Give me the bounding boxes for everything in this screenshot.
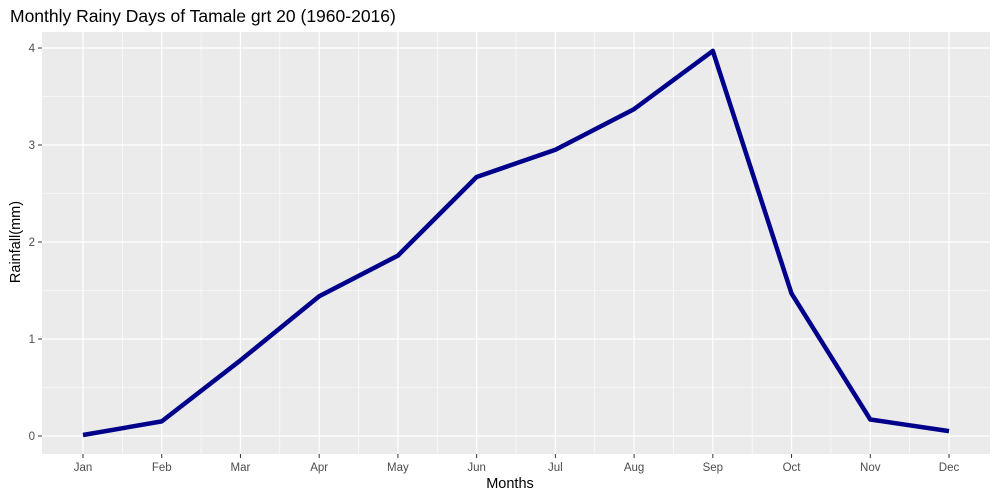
x-tick-label: Nov (860, 462, 881, 474)
major-gridlines (42, 32, 990, 454)
x-tick-label: Aug (624, 462, 644, 474)
y-tick-label: 0 (29, 431, 35, 443)
y-axis: 0 1 2 3 4 (29, 43, 42, 443)
x-tick-label: Feb (152, 462, 172, 474)
series-line (82, 48, 950, 438)
x-tick-label: Dec (939, 462, 960, 474)
y-tick-label: 1 (29, 334, 35, 346)
x-tick-label: Sep (703, 462, 723, 474)
x-axis-title: Months (486, 476, 534, 492)
x-tick-label: Jun (467, 462, 486, 474)
y-axis-title: Rainfall(mm) (8, 200, 24, 284)
x-tick-label: Oct (783, 462, 802, 474)
chart-title: Monthly Rainy Days of Tamale grt 20 (196… (10, 6, 396, 26)
y-tick-label: 2 (29, 237, 35, 249)
x-tick-label: Apr (310, 462, 328, 474)
x-tick-label: Mar (231, 462, 251, 474)
minor-gridlines (42, 32, 990, 454)
x-tick-label: Jan (74, 462, 93, 474)
y-tick-label: 4 (29, 43, 36, 55)
x-tick-label: May (387, 462, 409, 474)
x-tick-label: Jul (548, 462, 563, 474)
y-tick-label: 3 (29, 140, 35, 152)
series-layer (82, 48, 950, 438)
x-axis: Jan Feb Mar Apr May Jun Jul Aug Sep Oct Nov Dec (74, 454, 960, 474)
